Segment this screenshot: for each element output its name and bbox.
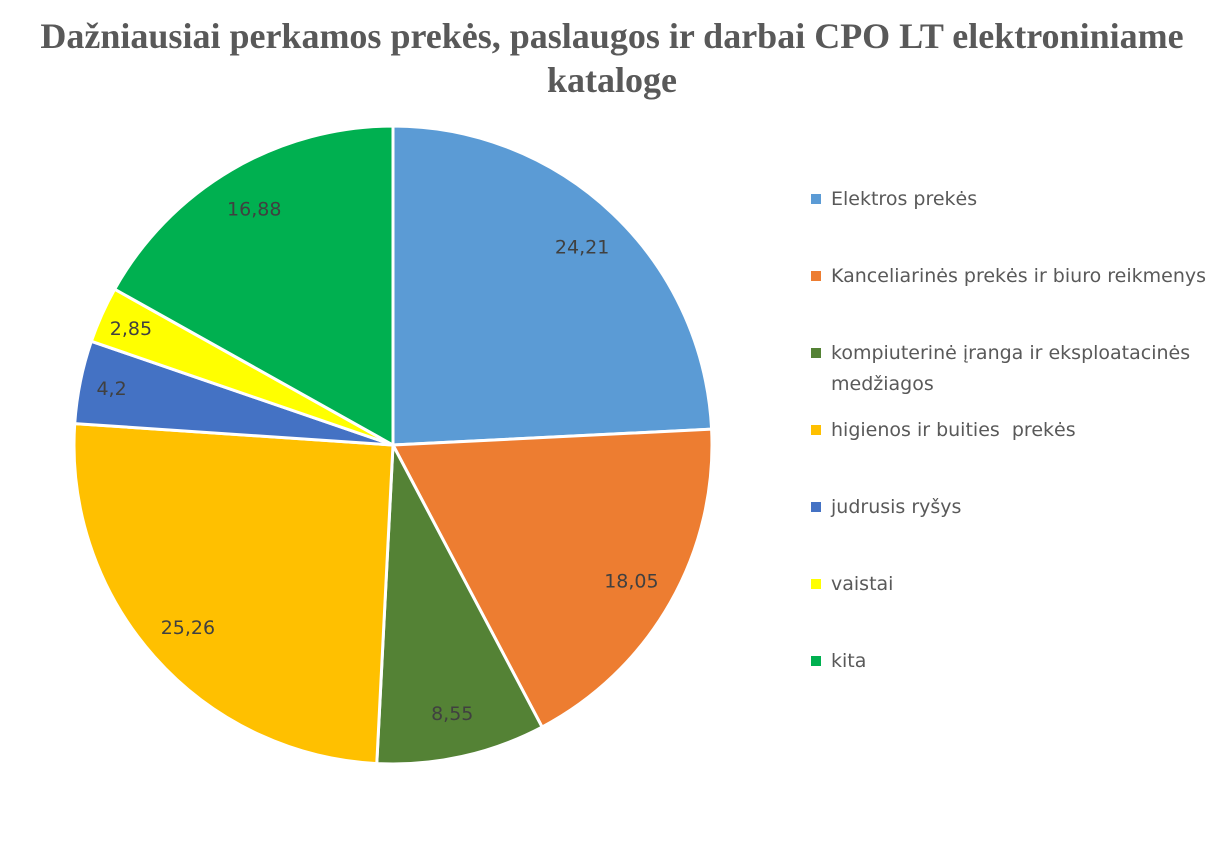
data-label: 4,2 (96, 378, 126, 400)
legend-item: Kanceliarinės prekės ir biuro reikmenys (808, 261, 1206, 292)
data-label: 8,55 (431, 703, 473, 725)
legend-swatch (811, 502, 821, 512)
legend-label: kompiuterinė įranga ir eksploatacinės me… (831, 342, 1197, 395)
pie-slice (72, 421, 395, 766)
data-label: 25,26 (161, 617, 215, 639)
legend-item: vaistai (808, 569, 893, 600)
legend-item: Elektros prekės (808, 184, 977, 215)
legend-item: kita (808, 646, 866, 677)
legend-swatch (811, 194, 821, 204)
legend-label: Kanceliarinės prekės ir biuro reikmenys (831, 265, 1206, 287)
pie-slice (390, 427, 714, 730)
data-label: 2,85 (110, 318, 152, 340)
data-label: 18,05 (604, 571, 658, 593)
chart-title: Dažniausiai perkamos prekės, paslaugos i… (40, 16, 1184, 100)
legend-swatch (811, 271, 821, 281)
legend-label: kita (831, 650, 867, 672)
legend-item: judrusis ryšys (808, 492, 961, 523)
legend-item: higienos ir buities prekės (808, 415, 1076, 446)
pie-slice (391, 124, 714, 447)
legend-swatch (811, 656, 821, 666)
legend-label: vaistai (831, 573, 894, 595)
legend-swatch (811, 348, 821, 358)
data-label: 16,88 (227, 198, 281, 220)
legend-label: Elektros prekės (831, 188, 978, 210)
legend-item: kompiuterinė įranga ir eksploatacinės me… (808, 338, 1218, 400)
legend-swatch (811, 425, 821, 435)
data-label: 24,21 (555, 236, 609, 258)
pie-slice (375, 439, 545, 766)
legend-swatch (811, 579, 821, 589)
legend-label: higienos ir buities prekės (831, 419, 1076, 441)
legend-label: judrusis ryšys (831, 496, 962, 518)
pie-slice (112, 124, 395, 448)
